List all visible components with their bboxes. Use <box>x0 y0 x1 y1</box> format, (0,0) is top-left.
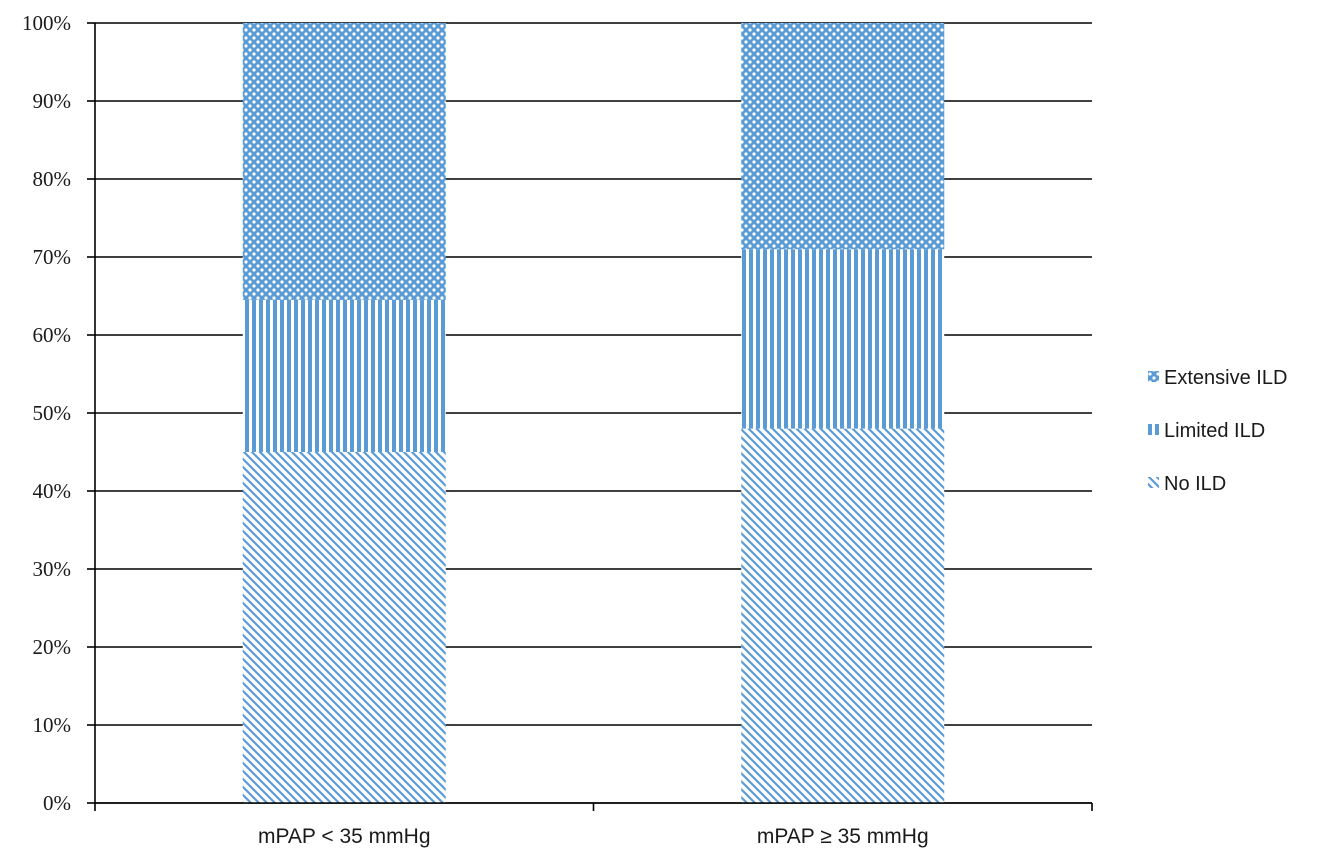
y-tick-label: 80% <box>33 167 72 191</box>
bar-segment <box>741 23 945 250</box>
legend-label: No ILD <box>1164 473 1226 495</box>
legend-swatch <box>1148 424 1159 435</box>
y-tick-label: 10% <box>33 713 72 737</box>
x-category-label: mPAP ≥ 35 mmHg <box>757 825 929 848</box>
y-tick-label: 70% <box>33 245 72 269</box>
legend-label: Limited ILD <box>1164 420 1265 442</box>
legend: Extensive ILD Limited ILD No ILD <box>1148 367 1287 495</box>
y-tick-label: 90% <box>33 89 72 113</box>
legend-label: Extensive ILD <box>1164 367 1287 389</box>
y-tick-label: 0% <box>43 791 71 815</box>
y-tick-label: 30% <box>33 557 72 581</box>
bar-segment <box>741 249 945 429</box>
bar-segment <box>242 299 446 452</box>
legend-swatch <box>1148 477 1159 488</box>
bar-stacks <box>242 23 945 803</box>
y-tick-label: 100% <box>22 11 71 35</box>
y-tick-label: 40% <box>33 479 72 503</box>
y-tick-label: 60% <box>33 323 72 347</box>
bar-segment <box>242 452 446 803</box>
axes <box>87 22 1093 811</box>
x-axis-category-labels: mPAP < 35 mmHg mPAP ≥ 35 mmHg <box>258 825 929 848</box>
bar-segment <box>741 428 945 803</box>
y-tick-label: 20% <box>33 635 72 659</box>
bar-segment <box>242 23 446 300</box>
legend-swatch <box>1148 371 1159 382</box>
y-axis-tick-labels: 0% 10% 20% 30% 40% 50% 60% 70% 80% 90% 100% <box>22 11 71 815</box>
y-tick-label: 50% <box>33 401 72 425</box>
x-category-label: mPAP < 35 mmHg <box>258 825 431 848</box>
